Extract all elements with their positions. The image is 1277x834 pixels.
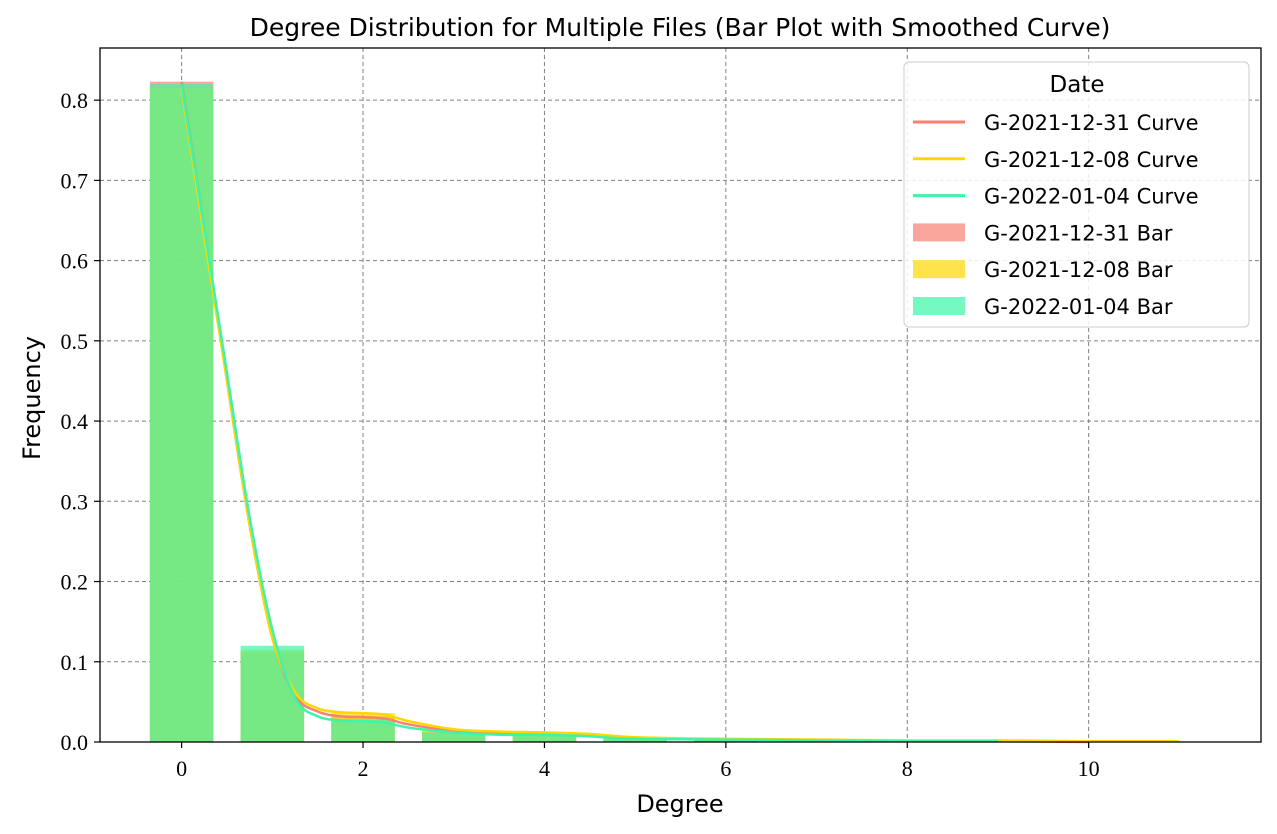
- legend-swatch-bar-series2: [913, 260, 965, 279]
- legend-box: [903, 61, 1250, 328]
- legend: Date G-2021-12-31 Curve G-2021-12-08 Curv…: [903, 61, 1250, 328]
- curve-series3: [180, 83, 999, 743]
- x-tick-label-0: 0: [176, 756, 187, 781]
- x-tick-label-4: 8: [902, 756, 913, 781]
- x-tick-label-1: 2: [358, 756, 369, 781]
- plot-frame: [99, 47, 1262, 743]
- chart-title: Degree Distribution for Multiple Files (…: [250, 13, 1111, 42]
- legend-label-curve-series1: G-2021-12-31 Curve: [984, 111, 1199, 135]
- y-axis-label: Frequency: [18, 336, 46, 460]
- y-tick-label-5: 0.5: [61, 329, 89, 354]
- legend-label-curve-series3: G-2022-01-04 Curve: [984, 185, 1199, 209]
- bar-series3-x4: [512, 734, 577, 742]
- y-tick-label-2: 0.2: [61, 570, 89, 595]
- bar-series3-x2: [331, 719, 395, 742]
- x-tick-label-3: 6: [720, 756, 731, 781]
- bar-series3-x3: [421, 732, 486, 742]
- y-tick-label-0: 0.0: [61, 730, 89, 755]
- x-tick-label-2: 4: [539, 756, 550, 781]
- y-tick-label-4: 0.4: [61, 409, 89, 434]
- legend-label-bar-series3: G-2022-01-04 Bar: [984, 295, 1173, 319]
- bar-series3-x0: [149, 84, 214, 742]
- bar-layer: [149, 81, 1121, 743]
- y-tick-label-3: 0.3: [61, 489, 89, 514]
- legend-entries: G-2021-12-31 Curve G-2021-12-08 Curve G-20…: [913, 111, 1199, 319]
- x-tick-label-5: 10: [1078, 756, 1100, 781]
- legend-swatch-bar-series1: [913, 223, 965, 242]
- legend-title: Date: [1050, 72, 1105, 98]
- y-tick-label-7: 0.7: [61, 168, 89, 193]
- legend-label-bar-series2: G-2021-12-08 Bar: [984, 258, 1173, 282]
- y-tick-label-1: 0.1: [61, 650, 89, 675]
- legend-swatch-bar-series3: [913, 297, 965, 315]
- y-tick-label-6: 0.6: [61, 249, 89, 274]
- y-tick-label-8: 0.8: [61, 88, 89, 113]
- legend-label-bar-series1: G-2021-12-31 Bar: [984, 221, 1173, 245]
- x-axis-label: Degree: [636, 790, 723, 818]
- legend-label-curve-series2: G-2021-12-08 Curve: [984, 148, 1199, 172]
- curve-layer: [180, 81, 1180, 744]
- tick-layer: 0 2 4 6 8 10 0.0 0.1 0.2 0.3 0.4 0.5 0.6 0.7 0.8: [61, 88, 1100, 781]
- bar-series3-x5: [603, 738, 667, 742]
